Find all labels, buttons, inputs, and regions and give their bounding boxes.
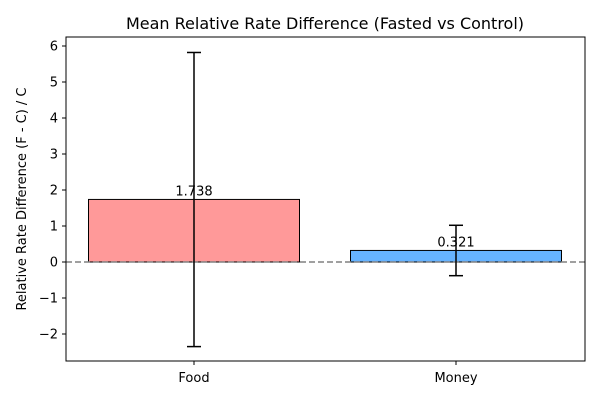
plot-frame [65,36,586,362]
chart-title: Mean Relative Rate Difference (Fasted vs… [126,14,524,33]
y-tick-label: −1 [39,292,58,307]
value-label-food: 1.738 [175,184,212,199]
plot-area: 1.738 0.321 −2 −1 0 1 2 3 4 5 6 Food Money [39,36,586,386]
x-tick-label-food: Food [178,371,209,386]
y-tick-label: −2 [39,328,58,343]
y-tick-label: 5 [50,76,58,91]
value-label-money: 0.321 [437,235,474,250]
y-tick-label: 2 [50,184,58,199]
y-axis-label: Relative Rate Difference (F - C) / C [15,87,30,310]
y-tick-label: 6 [50,40,58,55]
y-tick-label: 4 [50,112,58,127]
y-tick-label: 3 [50,148,58,163]
y-tick-label: 0 [50,256,58,271]
y-tick-label: 1 [50,220,58,235]
x-tick-label-money: Money [434,371,477,386]
